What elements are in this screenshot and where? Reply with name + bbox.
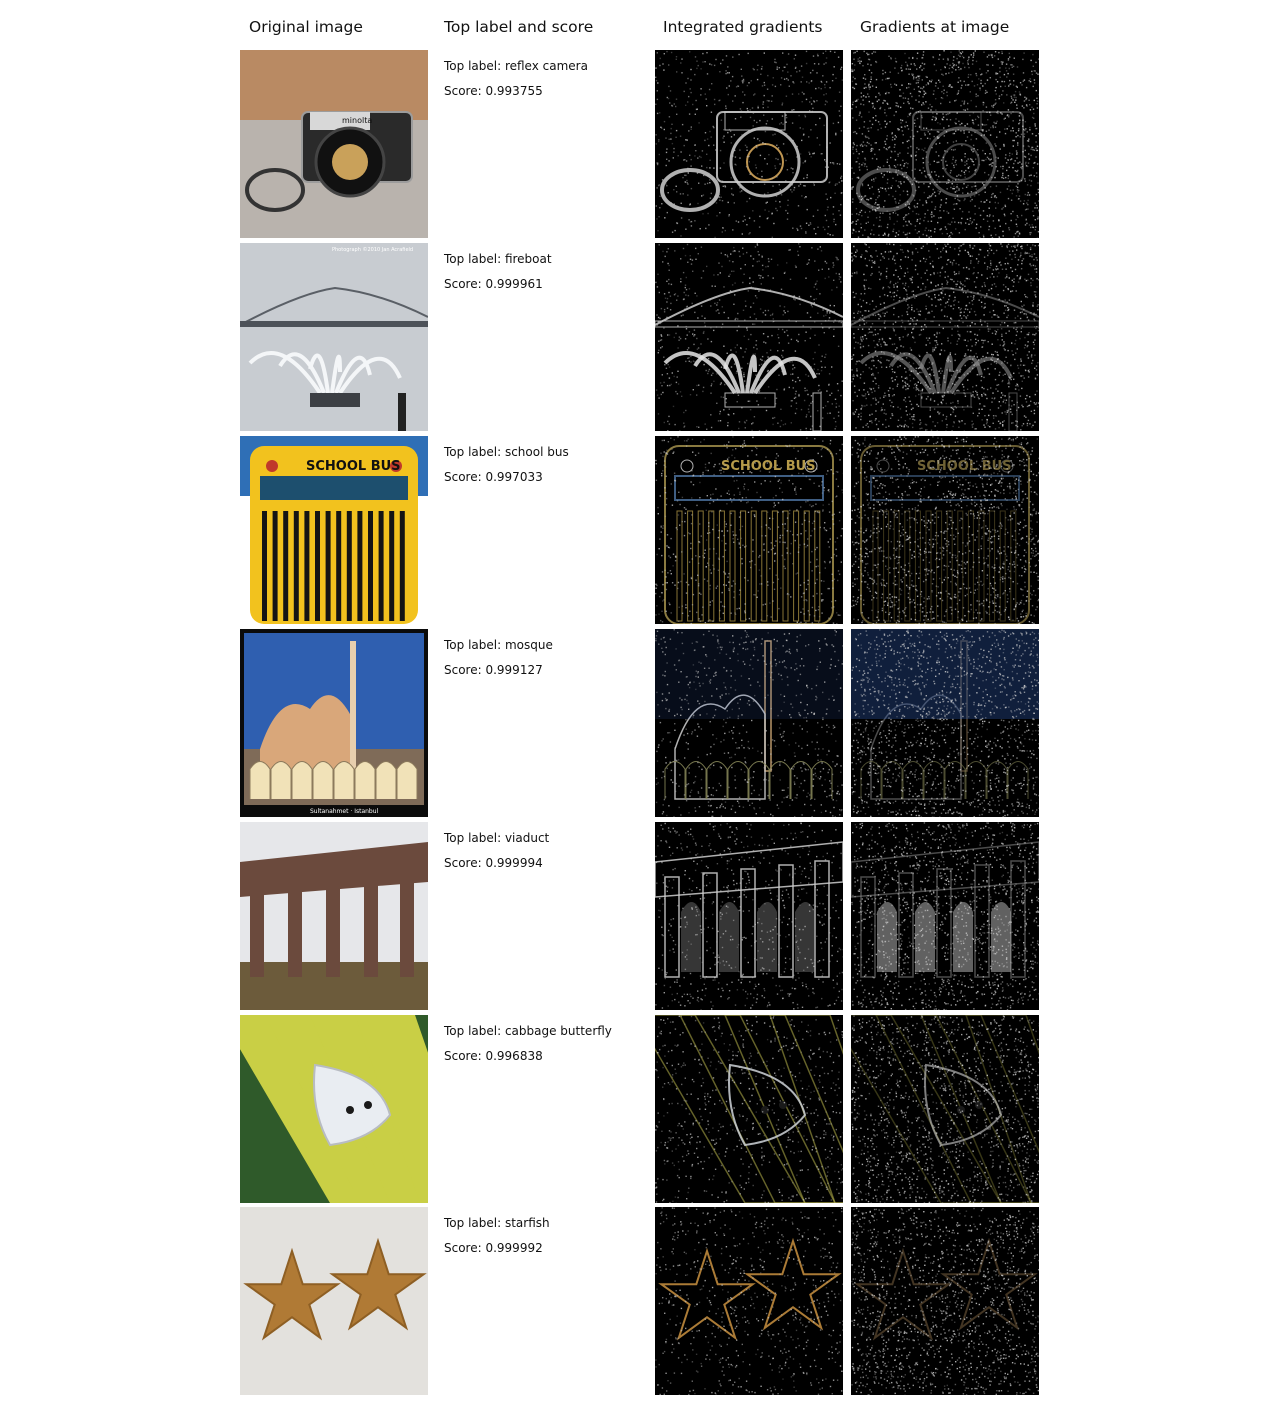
result-row-mosque: Sultanahmet · Istanbul Top label: mosque S… [0,629,1274,817]
viaduct-subject [655,841,843,978]
gradients-at-image-butterfly [851,1015,1039,1203]
result-row-starfish: Top label: starfish Score: 0.999992 [0,1207,1274,1395]
integrated-gradients-image-camera [655,50,843,238]
viaduct-subject [240,822,428,1010]
top-label-text: Top label: cabbage butterfly [444,1024,612,1038]
starfish-subject [658,1237,842,1341]
top-label-text: Top label: viaduct [444,831,550,845]
score-text: Score: 0.999994 [444,856,543,870]
mosque-caption-text: Sultanahmet · Istanbul [310,808,379,815]
starfish-subject [854,1237,1038,1341]
attribution-noise [655,1207,843,1395]
butterfly-subject [655,1015,843,1203]
attribution-noise [655,822,843,1010]
top-label-text: Top label: fireboat [444,252,552,266]
fireboat-subject: Photograph ©2010 Jan Acrafield [240,243,428,431]
fireboat-subject [655,286,843,431]
attribution-noise [851,822,1039,1010]
score-text: Score: 0.999992 [444,1241,543,1255]
top-label-text: Top label: reflex camera [444,59,588,73]
butterfly-subject [240,1015,428,1203]
camera-subject: minolta [240,50,428,238]
result-row-viaduct: Top label: viaduct Score: 0.999994 [0,822,1274,1010]
header-label-score: Top label and score [444,18,594,36]
integrated-gradients-image-fireboat [655,243,843,431]
camera-subject [856,111,1024,212]
top-label-text: Top label: school bus [444,445,569,459]
attribution-noise [655,436,843,624]
gradients-at-image-camera [851,50,1039,238]
score-text: Score: 0.993755 [444,84,543,98]
original-image-butterfly [240,1015,428,1203]
result-row-butterfly: Top label: cabbage butterfly Score: 0.996… [0,1015,1274,1203]
gradients-at-image-starfish [851,1207,1039,1395]
original-image-mosque: Sultanahmet · Istanbul [240,629,428,817]
attribution-noise [851,436,1039,624]
camera-brand-text: minolta [342,116,372,125]
score-text: Score: 0.996838 [444,1049,543,1063]
attribution-noise [851,1015,1039,1203]
bus-subject: SCHOOL BUS [664,445,834,624]
result-row-fireboat: Photograph ©2010 Jan Acrafield Top label:… [0,243,1274,431]
fireboat-copyright-text: Photograph ©2010 Jan Acrafield [332,246,413,253]
mosque-subject [655,629,843,800]
header-integrated-gradients: Integrated gradients [663,18,823,36]
result-row-bus: SCHOOL BUS SCHOOL BUS SCHOOL BUS Top label:… [0,436,1274,624]
bus-sign-text: SCHOOL BUS [917,459,1012,474]
starfish-subject [240,1207,428,1395]
original-image-fireboat: Photograph ©2010 Jan Acrafield [240,243,428,431]
header-original: Original image [249,18,363,36]
bus-subject: SCHOOL BUS [240,436,428,624]
top-label-text: Top label: starfish [444,1216,550,1230]
attribution-noise [851,629,1039,817]
original-image-bus: SCHOOL BUS [240,436,428,624]
mosque-subject [851,629,1039,800]
gradients-at-image-bus: SCHOOL BUS [851,436,1039,624]
original-image-camera: minolta [240,50,428,238]
attribution-noise [655,243,843,431]
header-gradients-at-image: Gradients at image [860,18,1010,36]
bus-sign-text: SCHOOL BUS [306,459,401,474]
attribution-noise [851,1207,1039,1395]
original-image-starfish [240,1207,428,1395]
top-label-text: Top label: mosque [444,638,553,652]
gradients-at-image-mosque [851,629,1039,817]
attribution-noise [655,1015,843,1203]
score-text: Score: 0.999127 [444,663,543,677]
integrated-gradients-image-viaduct [655,822,843,1010]
bus-sign-text: SCHOOL BUS [721,459,816,474]
result-row-camera: minolta Top label: reflex camera Score: 0.… [0,50,1274,238]
integrated-gradients-image-bus: SCHOOL BUS [655,436,843,624]
score-text: Score: 0.999961 [444,277,543,291]
attribution-noise [655,629,843,817]
integrated-gradients-image-mosque [655,629,843,817]
attribution-noise [851,243,1039,431]
mosque-subject: Sultanahmet · Istanbul [240,629,428,817]
score-text: Score: 0.997033 [444,470,543,484]
attribution-noise [851,50,1039,238]
integrated-gradients-image-starfish [655,1207,843,1395]
integrated-gradients-image-butterfly [655,1015,843,1203]
original-image-viaduct [240,822,428,1010]
butterfly-subject [851,1015,1039,1203]
gradients-at-image-viaduct [851,822,1039,1010]
attribution-noise [655,50,843,238]
gradients-at-image-fireboat [851,243,1039,431]
